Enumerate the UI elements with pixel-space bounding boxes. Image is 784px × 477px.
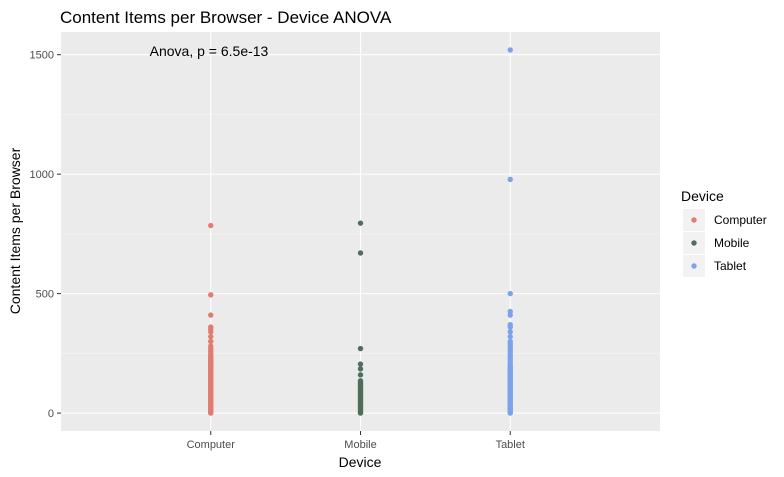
legend-label-mobile: Mobile	[714, 236, 750, 250]
legend-marker-mobile	[691, 240, 696, 245]
legend-label-tablet: Tablet	[714, 259, 747, 273]
data-point-computer	[208, 339, 213, 344]
x-axis-ticks: Computer Mobile Tablet	[187, 431, 525, 451]
data-point-tablet	[508, 309, 513, 314]
data-point-computer	[208, 343, 213, 348]
data-point-computer	[208, 324, 213, 329]
legend-marker-tablet	[691, 263, 696, 268]
data-point-computer	[208, 334, 213, 339]
data-point-computer	[208, 292, 213, 297]
legend-label-computer: Computer	[714, 213, 767, 227]
data-point-mobile	[358, 346, 363, 351]
legend: Device Computer Mobile Tablet	[681, 188, 767, 277]
legend-marker-computer	[691, 217, 696, 222]
chart-title: Content Items per Browser - Device ANOVA	[60, 8, 392, 27]
data-point-tablet	[508, 329, 513, 334]
data-point-mobile	[358, 361, 363, 366]
data-point-tablet	[508, 177, 513, 182]
data-point-tablet	[508, 291, 513, 296]
data-point-mobile	[358, 250, 363, 255]
x-tick-label: Computer	[187, 439, 236, 451]
anova-annotation: Anova, p = 6.5e-13	[150, 43, 269, 59]
y-axis-ticks: 0 500 1000 1500	[30, 50, 61, 420]
data-point-tablet	[508, 339, 513, 344]
y-tick-label: 500	[36, 289, 54, 301]
y-tick-label: 1500	[30, 50, 54, 62]
data-point-tablet	[508, 47, 513, 52]
data-point-mobile	[358, 366, 363, 371]
x-tick-label: Mobile	[344, 439, 376, 451]
data-point-computer	[208, 223, 213, 228]
y-axis-title: Content Items per Browser	[7, 147, 23, 314]
data-point-computer	[208, 312, 213, 317]
data-point-tablet	[508, 322, 513, 327]
y-tick-label: 1000	[30, 169, 54, 181]
data-point-mobile	[358, 220, 363, 225]
x-tick-label: Tablet	[496, 439, 525, 451]
data-point-mobile	[358, 372, 363, 377]
x-axis-title: Device	[339, 454, 382, 470]
y-tick-label: 0	[48, 408, 54, 420]
legend-title: Device	[681, 188, 724, 204]
data-point-mobile	[358, 378, 363, 383]
data-point-tablet	[508, 334, 513, 339]
